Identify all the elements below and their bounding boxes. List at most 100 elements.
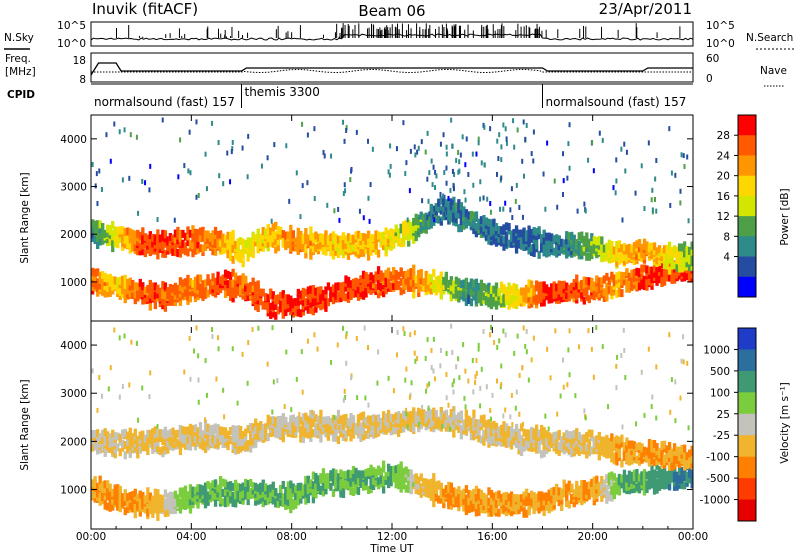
range-gate-cell (323, 150, 325, 155)
range-gate-cell (205, 152, 207, 157)
range-gate-cell (500, 144, 502, 149)
range-gate-cell (229, 179, 231, 184)
range-gate-cell (432, 182, 434, 187)
range-gate-cell (566, 176, 568, 181)
range-gate-cell (128, 176, 130, 181)
range-gate-cell (119, 486, 122, 494)
range-gate-cell (591, 140, 593, 145)
range-gate-cell (440, 206, 442, 211)
nsearch-tick-bottom: 10^0 (706, 38, 735, 50)
range-gate-cell (382, 486, 385, 494)
range-gate-cell (124, 127, 126, 132)
velocity-heatmap (91, 324, 694, 521)
range-gate-cell (516, 183, 518, 188)
range-gate-cell (467, 172, 469, 177)
range-gate-cell (651, 197, 653, 202)
range-gate-cell (344, 139, 346, 144)
range-gate-cell (615, 190, 617, 195)
range-gate-cell (442, 193, 444, 198)
range-gate-cell (511, 215, 513, 220)
range-gate-cell (242, 146, 244, 151)
range-gate-cell (449, 219, 451, 224)
range-gate-cell (242, 259, 245, 267)
range-gate-cell (302, 183, 304, 188)
range-gate-cell (484, 162, 486, 167)
range-gate-cell (587, 158, 589, 163)
range-gate-cell (404, 171, 406, 176)
range-gate-cell (92, 162, 94, 167)
range-gate-cell (144, 180, 146, 185)
range-gate-cell (513, 145, 515, 150)
range-gate-cell (517, 127, 519, 132)
range-gate-cell (273, 142, 275, 147)
range-gate-cell (431, 159, 433, 164)
range-gate-cell (187, 168, 189, 173)
range-gate-cell (149, 303, 152, 311)
range-gate-cell (683, 164, 685, 169)
station-title: Inuvik (fitACF) (92, 0, 198, 18)
range-gate-cell (489, 126, 491, 131)
range-gate-cell (593, 168, 595, 173)
range-gate-cell (428, 211, 430, 216)
range-gate-cell (515, 199, 517, 204)
range-gate-cell (428, 199, 430, 204)
range-gate-cell (518, 205, 520, 210)
range-gate-cell (563, 178, 565, 183)
range-gate-cell (389, 173, 391, 178)
range-gate-cell (247, 134, 249, 139)
range-gate-cell (583, 202, 585, 207)
range-gate-cell (460, 153, 462, 158)
range-gate-cell (447, 196, 449, 201)
range-gate-cell (377, 250, 380, 258)
range-gate-cell (683, 153, 685, 158)
range-gate-cell (460, 410, 463, 418)
range-gate-cell (382, 461, 385, 469)
range-gate-cell (141, 179, 143, 184)
range-gate-cell (449, 188, 451, 193)
range-gate-cell (162, 117, 164, 122)
range-gate-cell (137, 211, 139, 216)
date-title: 23/Apr/2011 (599, 0, 692, 18)
range-gate-cell (466, 136, 468, 141)
range-gate-cell (455, 218, 457, 223)
range-gate-cell (433, 206, 435, 211)
range-gate-cell (271, 219, 273, 224)
range-gate-cell (257, 280, 260, 288)
range-gate-cell (615, 179, 617, 184)
range-gate-cell (602, 138, 604, 143)
range-gate-cell (232, 140, 234, 145)
range-gate-cell (231, 230, 234, 238)
range-gate-cell (206, 186, 208, 191)
range-gate-cell (333, 208, 335, 213)
range-gate-cell (428, 170, 430, 175)
range-gate-cell (674, 173, 676, 178)
range-gate-cell (452, 144, 454, 149)
range-gate-cell (479, 179, 481, 184)
range-gate-cell (681, 152, 683, 157)
range-gate-cell (652, 207, 654, 212)
range-gate-cell (462, 134, 464, 139)
range-gate-cell (523, 119, 525, 124)
nave-label: Nave (760, 65, 787, 77)
range-gate-cell (330, 154, 332, 159)
range-gate-cell (620, 289, 623, 297)
nave-tick-top: 60 (706, 53, 719, 65)
range-gate-cell (679, 200, 681, 205)
range-gate-cell (440, 192, 442, 197)
range-gate-cell (455, 158, 457, 163)
cpid-segment-label: normalsound (fast) 157 (546, 95, 687, 109)
range-gate-cell (345, 128, 347, 133)
range-gate-cell (421, 198, 423, 203)
range-gate-cell (486, 197, 488, 202)
range-gate-cell (296, 170, 298, 175)
range-gate-cell (177, 174, 179, 179)
range-gate-cell (479, 197, 481, 202)
range-gate-cell (426, 215, 428, 220)
range-gate-cell (445, 166, 447, 171)
range-gate-cell (533, 130, 535, 135)
range-gate-cell (655, 209, 657, 214)
range-gate-cell (218, 140, 220, 145)
range-gate-cell (402, 120, 404, 125)
range-gate-cell (198, 193, 200, 198)
range-gate-cell (356, 130, 358, 135)
